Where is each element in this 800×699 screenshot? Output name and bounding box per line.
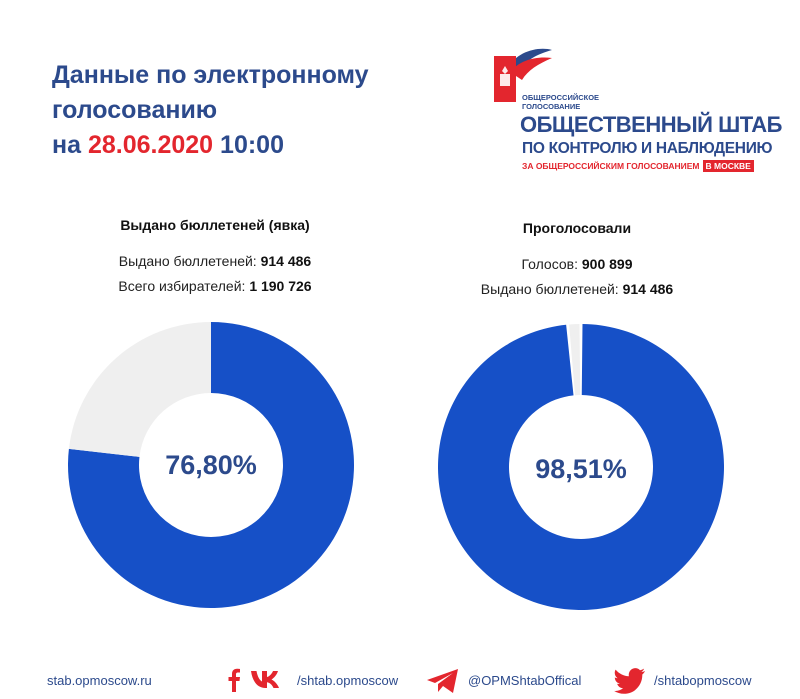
- telegram-icon[interactable]: [426, 668, 460, 694]
- turnout-issued-label: Выдано бюллетеней:: [118, 253, 257, 269]
- turnout-total-label: Всего избирателей:: [118, 278, 246, 294]
- turnout-center-label: 76,80%: [165, 450, 257, 480]
- hq-logo: ОБЩЕРОССИЙСКОЕ ГОЛОСОВАНИЕ ОБЩЕСТВЕННЫЙ …: [494, 44, 782, 176]
- title-line-2: голосованию: [52, 96, 218, 124]
- facebook-icon[interactable]: [226, 666, 242, 692]
- turnout-slice-value: [68, 322, 354, 608]
- turnout-total-row: Всего избирателей: 1 190 726: [70, 274, 360, 299]
- footer: stab.opmoscow.ru /shtab.opmoscow @OPMSht…: [0, 660, 800, 698]
- twitter-icon[interactable]: [614, 668, 646, 694]
- title-date: 28.06.2020: [87, 131, 214, 159]
- title-line-1: Данные по электронному: [52, 61, 369, 89]
- logo-small-line2: ГОЛОСОВАНИЕ: [522, 102, 581, 111]
- voted-donut-chart: 98,51%: [438, 324, 724, 610]
- voted-header: Проголосовали Голосов: 900 899 Выдано бю…: [432, 218, 722, 302]
- voted-slice-rest: [569, 324, 581, 396]
- turnout-title: Выдано бюллетеней (явка): [120, 217, 310, 233]
- turnout-total-value: 1 190 726: [249, 278, 312, 294]
- logo-line2: ПО КОНТРОЛЮ И НАБЛЮДЕНИЮ: [522, 140, 773, 157]
- voted-slice-value: [438, 324, 724, 610]
- logo-line3-text: ЗА ОБЩЕРОССИЙСКИМ ГОЛОСОВАНИЕМ: [522, 161, 700, 171]
- title-prefix: на: [52, 131, 82, 159]
- voted-issued-label: Выдано бюллетеней:: [480, 281, 619, 297]
- voted-votes-value: 900 899: [581, 256, 633, 272]
- logo-small-text: ОБЩЕРОССИЙСКОЕ ГОЛОСОВАНИЕ: [522, 93, 600, 111]
- turnout-header: Выдано бюллетеней (явка) Выдано бюллетен…: [70, 215, 360, 299]
- logo-line3: ЗА ОБЩЕРОССИЙСКИМ ГОЛОСОВАНИЕМ В МОСКВЕ: [522, 160, 754, 172]
- turnout-issued-value: 914 486: [260, 253, 312, 269]
- title-time: 10:00: [220, 131, 284, 159]
- page-title: Данные по электронному голосованию на 28…: [52, 58, 369, 163]
- voted-issued-value: 914 486: [622, 281, 674, 297]
- logo-badge: В МОСКВЕ: [702, 160, 754, 172]
- site-link[interactable]: stab.opmoscow.ru: [47, 673, 152, 688]
- vk-icon[interactable]: [250, 669, 284, 689]
- voted-title: Проголосовали: [522, 220, 632, 236]
- voted-votes-label: Голосов:: [521, 256, 578, 272]
- turnout-donut-chart: 76,80%: [68, 322, 354, 608]
- logo-line1: ОБЩЕСТВЕННЫЙ ШТАБ: [520, 112, 782, 137]
- logo-small-line1: ОБЩЕРОССИЙСКОЕ: [522, 93, 600, 102]
- voted-issued-row: Выдано бюллетеней: 914 486: [432, 277, 722, 302]
- twitter-handle[interactable]: /shtabopmoscow: [654, 673, 752, 688]
- emblem-icon: [494, 48, 552, 102]
- turnout-issued-row: Выдано бюллетеней: 914 486: [70, 249, 360, 274]
- vk-handle[interactable]: /shtab.opmoscow: [297, 673, 399, 688]
- voted-votes-row: Голосов: 900 899: [432, 252, 722, 277]
- voted-center-label: 98,51%: [535, 454, 627, 484]
- title-line-3: на 28.06.2020 10:00: [52, 128, 369, 163]
- turnout-slice-rest: [68, 322, 212, 457]
- telegram-handle[interactable]: @OPMShtabOffical: [468, 673, 582, 688]
